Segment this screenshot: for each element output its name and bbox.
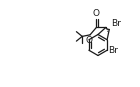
Text: Br: Br — [111, 19, 121, 28]
Text: O: O — [93, 9, 100, 18]
Text: Br: Br — [109, 46, 118, 55]
Text: O: O — [86, 36, 93, 45]
